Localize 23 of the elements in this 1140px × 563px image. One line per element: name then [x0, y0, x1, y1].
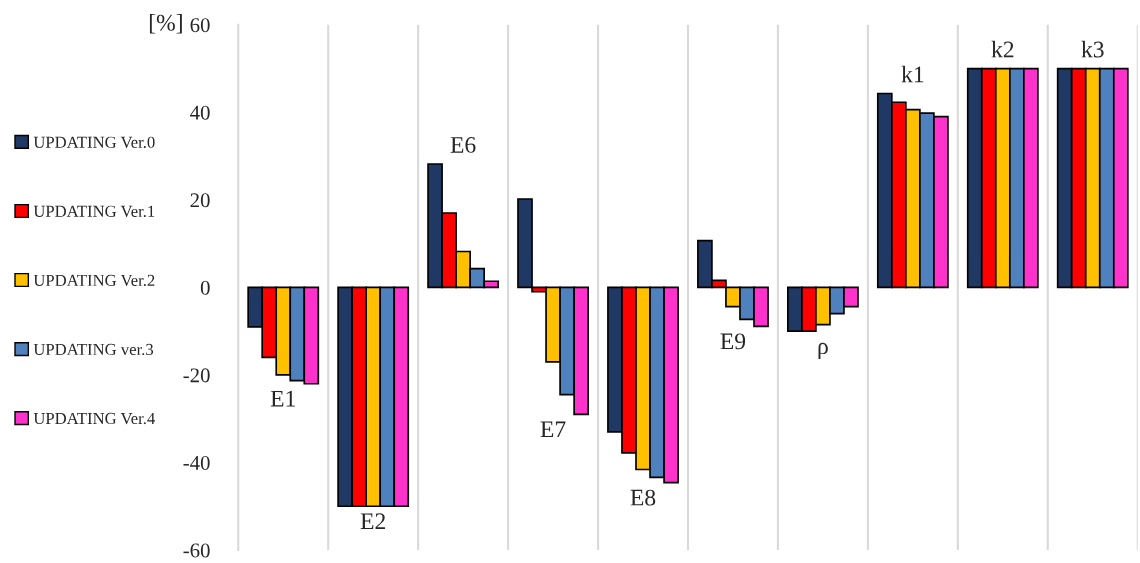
- legend-label: UPDATING Ver.1: [33, 205, 155, 218]
- x-tick-label: k2: [991, 40, 1014, 58]
- x-tick-label: E6: [450, 137, 476, 153]
- y-tick-label: 0: [200, 280, 210, 295]
- y-tick-label: 60: [190, 18, 210, 33]
- x-tick-label: E7: [540, 421, 566, 438]
- y-axis-title: [%]: [149, 14, 182, 34]
- x-tick-label: E1: [270, 390, 295, 407]
- x-tick-label: E8: [630, 489, 656, 506]
- x-tick-label: ρ: [818, 342, 828, 359]
- legend-label: UPDATING Ver.2: [33, 274, 155, 287]
- legend-label: UPDATING ver.3: [33, 343, 154, 356]
- y-tick-label: -20: [183, 368, 210, 383]
- x-tick-label: E2: [360, 513, 385, 529]
- y-tick-label: 40: [190, 105, 210, 120]
- legend-label: UPDATING Ver.0: [33, 136, 155, 148]
- y-tick-label: -40: [183, 455, 210, 470]
- x-tick-label: k1: [901, 65, 924, 83]
- x-tick-label: E9: [720, 333, 746, 350]
- legend-label: UPDATING Ver.4: [33, 412, 155, 425]
- y-tick-label: 20: [190, 193, 210, 208]
- x-tick-label: k3: [1081, 40, 1104, 58]
- y-tick-label: -60: [183, 543, 210, 558]
